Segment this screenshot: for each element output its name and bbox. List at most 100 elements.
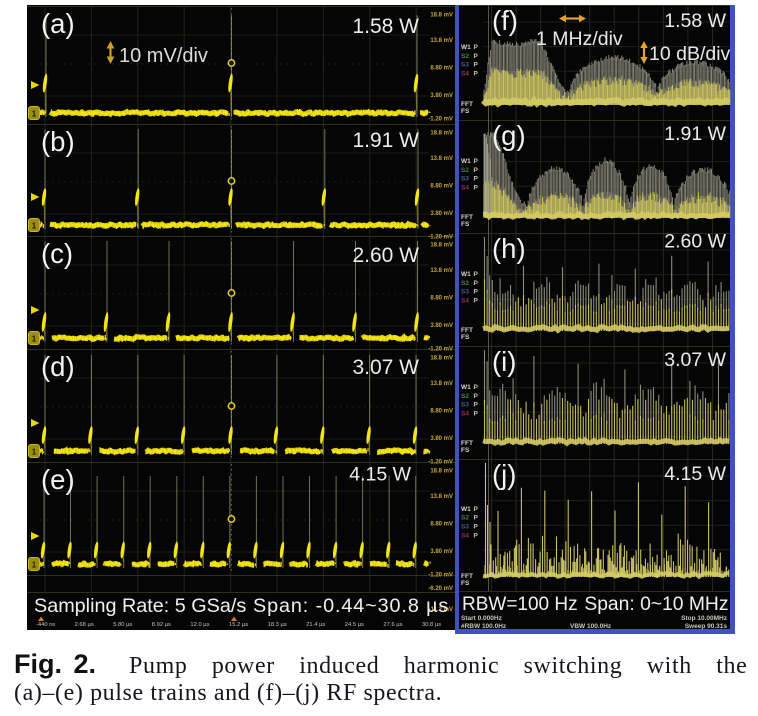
svg-text:P: P (474, 298, 479, 305)
svg-text:P: P (474, 167, 479, 174)
svg-text:3.80 mV: 3.80 mV (430, 436, 453, 442)
svg-text:P: P (474, 411, 479, 418)
svg-text:FS: FS (461, 108, 470, 115)
svg-text:S4: S4 (461, 532, 469, 539)
svg-text:30.8 µs: 30.8 µs (422, 622, 441, 628)
svg-text:8.80 mV: 8.80 mV (430, 522, 453, 528)
svg-text:4.15 W: 4.15 W (664, 463, 726, 485)
svg-text:(h): (h) (492, 233, 526, 264)
svg-text:S2: S2 (461, 53, 469, 60)
svg-text:P: P (474, 185, 479, 192)
svg-text:P: P (474, 44, 479, 51)
svg-text:3.80 mV: 3.80 mV (430, 549, 453, 555)
svg-text:2.68 µs: 2.68 µs (75, 622, 94, 628)
svg-text:1.91 W: 1.91 W (664, 123, 726, 145)
svg-text:-1.20 mV: -1.20 mV (428, 235, 453, 241)
svg-text:S4: S4 (461, 185, 469, 192)
svg-text:Start 0.000Hz: Start 0.000Hz (461, 615, 503, 622)
svg-text:1: 1 (32, 222, 37, 231)
svg-text:10 mV/div: 10 mV/div (119, 45, 208, 67)
svg-text:(b): (b) (41, 126, 75, 157)
svg-text:1 MHz/div: 1 MHz/div (536, 28, 623, 50)
svg-text:P: P (474, 158, 479, 165)
svg-text:(a): (a) (41, 8, 75, 39)
svg-text:S3: S3 (461, 62, 469, 69)
svg-text:Sweep 90.31s: Sweep 90.31s (685, 623, 728, 630)
svg-text:(i): (i) (492, 346, 516, 377)
svg-text:FFT: FFT (461, 214, 473, 221)
svg-text:S3: S3 (461, 289, 469, 296)
svg-text:P: P (474, 62, 479, 69)
svg-text:4.15 W: 4.15 W (349, 464, 411, 486)
svg-text:W1: W1 (461, 506, 471, 513)
svg-text:Sampling Rate: 5 GSa/s: Sampling Rate: 5 GSa/s (34, 595, 246, 617)
svg-text:FFT: FFT (461, 101, 473, 108)
svg-text:P: P (474, 506, 479, 513)
svg-text:13.8 mV: 13.8 mV (430, 268, 453, 274)
svg-text:P: P (474, 402, 479, 409)
svg-text:-1.20 mV: -1.20 mV (428, 347, 453, 353)
svg-text:P: P (474, 393, 479, 400)
svg-text:8.80 mV: 8.80 mV (430, 296, 453, 302)
svg-text:1: 1 (32, 110, 37, 119)
svg-text:5.80 µs: 5.80 µs (113, 622, 132, 628)
svg-text:-1.20 mV: -1.20 mV (428, 460, 453, 466)
svg-text:P: P (474, 384, 479, 391)
svg-text:S3: S3 (461, 524, 469, 531)
svg-text:1: 1 (32, 561, 37, 570)
svg-text:13.8 mV: 13.8 mV (430, 156, 453, 162)
svg-text:2.60 W: 2.60 W (352, 244, 419, 267)
svg-text:21.4 µs: 21.4 µs (306, 622, 325, 628)
svg-text:P: P (474, 280, 479, 287)
svg-text:FS: FS (461, 221, 470, 228)
svg-text:FFT: FFT (461, 573, 473, 580)
svg-text:VBW 100.0Hz: VBW 100.0Hz (570, 623, 612, 630)
svg-text:-1.20 mV: -1.20 mV (428, 117, 453, 123)
svg-text:8.80 mV: 8.80 mV (430, 409, 453, 415)
svg-text:FS: FS (461, 334, 470, 341)
svg-text:3.07 W: 3.07 W (352, 356, 419, 379)
svg-text:1: 1 (32, 448, 37, 457)
svg-text:P: P (474, 524, 479, 531)
svg-text:3.07 W: 3.07 W (664, 349, 726, 371)
svg-text:18.8 mV: 18.8 mV (430, 243, 453, 249)
svg-text:8.80 mV: 8.80 mV (430, 184, 453, 190)
svg-text:P: P (474, 515, 479, 522)
svg-text:FFT: FFT (461, 440, 473, 447)
svg-text:-11.2 mV: -11.2 mV (429, 607, 453, 613)
svg-text:(f): (f) (492, 5, 518, 36)
svg-text:Span: -0.44~30.8 µs: Span: -0.44~30.8 µs (253, 595, 449, 617)
svg-text:S4: S4 (461, 70, 469, 77)
svg-text:1.58 W: 1.58 W (352, 15, 419, 38)
svg-text:12.0 µs: 12.0 µs (190, 622, 209, 628)
svg-text:P: P (474, 70, 479, 77)
svg-text:#RBW 100.0Hz: #RBW 100.0Hz (461, 623, 507, 630)
svg-text:(e): (e) (41, 464, 75, 495)
svg-text:1.58 W: 1.58 W (664, 10, 726, 32)
svg-text:(g): (g) (492, 120, 526, 151)
svg-text:3.80 mV: 3.80 mV (430, 211, 453, 217)
svg-text:1: 1 (32, 335, 37, 344)
svg-text:1.91 W: 1.91 W (352, 129, 419, 152)
svg-text:24.5 µs: 24.5 µs (345, 622, 364, 628)
svg-text:27.6 µs: 27.6 µs (383, 622, 402, 628)
svg-text:Span: 0~10 MHz: Span: 0~10 MHz (584, 594, 728, 615)
svg-text:-6.20 mV: -6.20 mV (428, 586, 453, 592)
svg-text:S2: S2 (461, 280, 469, 287)
svg-text:S2: S2 (461, 393, 469, 400)
svg-text:(d): (d) (41, 351, 75, 382)
svg-text:W1: W1 (461, 44, 471, 51)
svg-text:P: P (474, 532, 479, 539)
svg-text:P: P (474, 289, 479, 296)
svg-text:18.8 mV: 18.8 mV (430, 13, 453, 19)
svg-text:-1.20 mV: -1.20 mV (428, 573, 453, 579)
svg-text:3.80 mV: 3.80 mV (430, 323, 453, 329)
svg-text:-440 ns: -440 ns (36, 622, 55, 628)
svg-text:13.8 mV: 13.8 mV (430, 381, 453, 387)
svg-text:W1: W1 (461, 158, 471, 165)
svg-text:(c): (c) (41, 238, 73, 269)
svg-text:FFT: FFT (461, 327, 473, 334)
svg-text:S4: S4 (461, 411, 469, 418)
svg-text:8.92 µs: 8.92 µs (152, 622, 171, 628)
svg-text:S3: S3 (461, 402, 469, 409)
